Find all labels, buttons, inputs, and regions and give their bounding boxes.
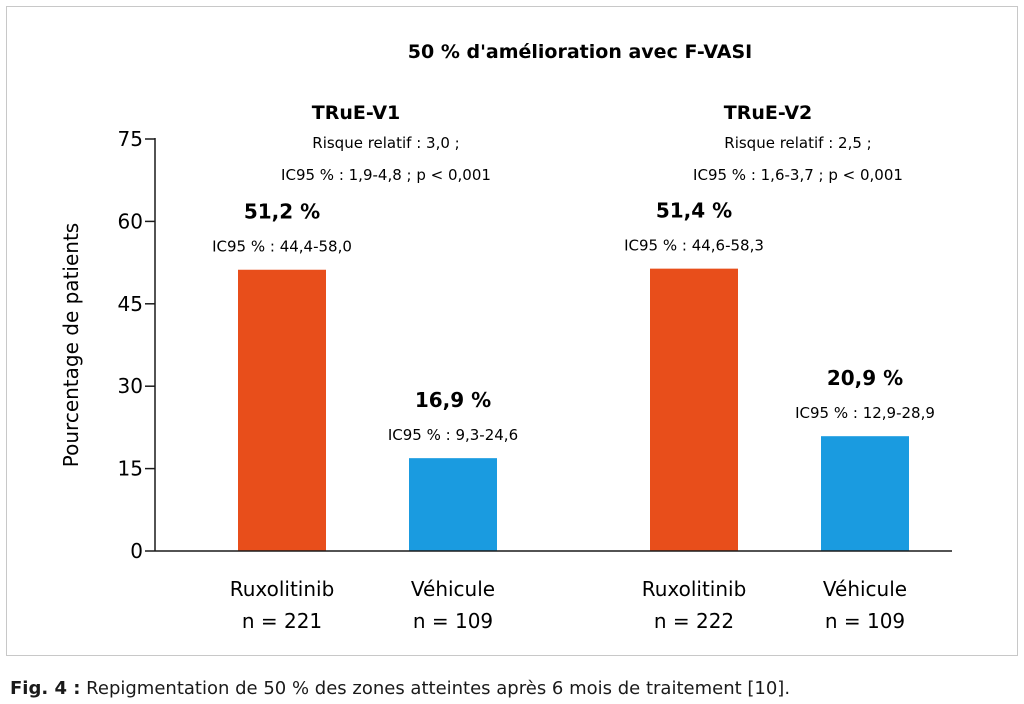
x-category-label: Véhicule	[823, 577, 907, 601]
figure-caption: Fig. 4 : Repigmentation de 50 % des zone…	[10, 678, 790, 699]
x-category-n: n = 109	[825, 609, 905, 633]
bar-value-label: 51,2 %	[244, 200, 320, 224]
x-category-n: n = 221	[242, 609, 322, 633]
bar-true-v1-vehicule	[409, 458, 497, 551]
bar-chart: 50 % d'amélioration avec F-VASI 0 15 30 45 60…	[59, 41, 952, 633]
bar-true-v2-vehicule	[821, 436, 909, 551]
bar-value-label: 51,4 %	[656, 199, 732, 223]
bar-value-label: 16,9 %	[415, 388, 491, 412]
bar-value-label: 20,9 %	[827, 366, 903, 390]
y-tick-label: 75	[118, 127, 143, 151]
x-category-n: n = 109	[413, 609, 493, 633]
y-tick-label: 30	[118, 374, 143, 398]
y-tick-label: 0	[130, 539, 143, 563]
bar-true-v2-ruxolitinib	[650, 268, 738, 551]
y-tick-label: 45	[118, 292, 143, 316]
y-axis-label: Pourcentage de patients	[59, 223, 83, 467]
group-stat-true-v1: Risque relatif : 3,0 ;	[312, 134, 459, 152]
chart-title: 50 % d'amélioration avec F-VASI	[408, 41, 752, 63]
figure-frame	[6, 6, 1018, 656]
x-category-label: Ruxolitinib	[230, 577, 335, 601]
bar-ci-label: IC95 % : 44,4-58,0	[212, 238, 352, 256]
x-category-label: Véhicule	[411, 577, 495, 601]
group-title-true-v2: TRuE-V2	[724, 102, 813, 124]
bar-ci-label: IC95 % : 9,3-24,6	[388, 426, 518, 444]
bar-true-v1-ruxolitinib	[238, 269, 326, 551]
group-title-true-v1: TRuE-V1	[312, 102, 401, 124]
y-tick-label: 60	[118, 209, 143, 233]
x-category-label: Ruxolitinib	[642, 577, 747, 601]
caption-text: Repigmentation de 50 % des zones atteint…	[80, 678, 791, 699]
group-stat-true-v2: IC95 % : 1,6-3,7 ; p < 0,001	[693, 166, 903, 184]
y-tick-label: 15	[118, 457, 143, 481]
bar-ci-label: IC95 % : 12,9-28,9	[795, 404, 935, 422]
group-stat-true-v2: Risque relatif : 2,5 ;	[724, 134, 871, 152]
group-stat-true-v1: IC95 % : 1,9-4,8 ; p < 0,001	[281, 166, 491, 184]
x-category-n: n = 222	[654, 609, 734, 633]
bar-ci-label: IC95 % : 44,6-58,3	[624, 237, 764, 255]
caption-lead: Fig. 4 :	[10, 678, 81, 699]
